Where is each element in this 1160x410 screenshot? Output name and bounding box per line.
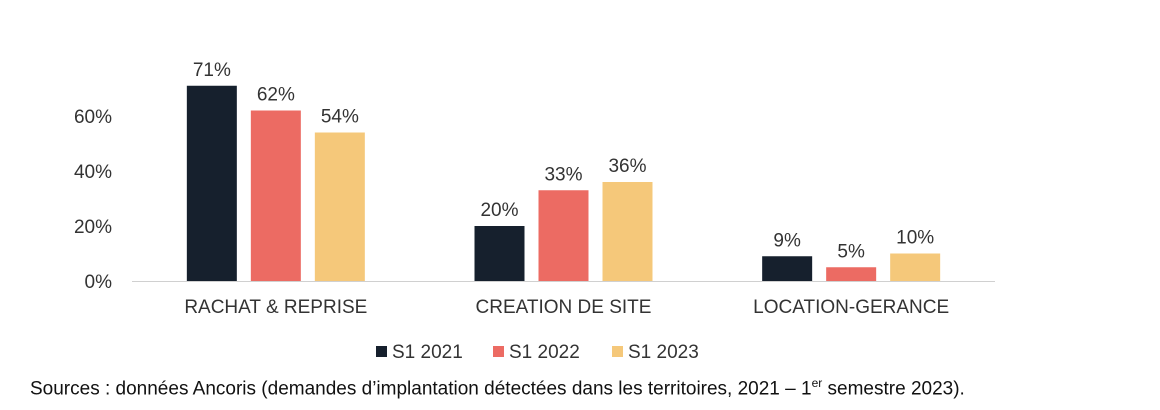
data-label: 71%	[193, 60, 231, 81]
source-note: Sources : données Ancoris (demandes d’im…	[30, 376, 965, 400]
bar-s1-2021	[762, 256, 813, 281]
data-label: 36%	[608, 156, 646, 177]
bar-chart: 0% 20% 40% 60% 71% 62% 54% RACHAT & REPRISE 20% 3…	[74, 60, 995, 363]
source-text-end: semestre 2023).	[822, 378, 965, 400]
legend-swatch	[376, 346, 387, 357]
data-label: 9%	[773, 230, 801, 251]
data-label: 20%	[480, 200, 518, 221]
y-tick-label: 40%	[74, 162, 112, 183]
y-tick-label: 0%	[85, 272, 113, 293]
bar-s1-2021	[474, 226, 525, 281]
bar-s1-2022	[250, 110, 301, 281]
x-tick-label: CREATION DE SITE	[476, 297, 652, 318]
bar-s1-2023	[314, 132, 365, 281]
data-label: 10%	[896, 228, 934, 249]
bar-s1-2022	[826, 267, 877, 281]
bar-s1-2022	[538, 190, 589, 281]
y-tick-label: 60%	[74, 107, 112, 128]
bar-s1-2021	[186, 85, 237, 281]
bar-s1-2023	[602, 182, 653, 281]
y-tick-label: 20%	[74, 217, 112, 238]
bar-s1-2023	[890, 253, 941, 281]
x-tick-label: RACHAT & REPRISE	[184, 297, 367, 318]
data-label: 62%	[257, 85, 295, 106]
data-label: 33%	[544, 164, 582, 185]
source-superscript: er	[811, 376, 823, 390]
legend-swatch	[493, 346, 504, 357]
legend-label: S1 2022	[509, 342, 580, 363]
x-tick-label: LOCATION-GERANCE	[753, 297, 949, 318]
data-label: 5%	[837, 241, 865, 262]
legend-label: S1 2021	[392, 342, 463, 363]
legend-label: S1 2023	[628, 342, 699, 363]
legend-swatch	[612, 346, 623, 357]
source-text: Sources : données Ancoris (demandes d’im…	[30, 378, 812, 400]
data-label: 54%	[321, 107, 359, 128]
